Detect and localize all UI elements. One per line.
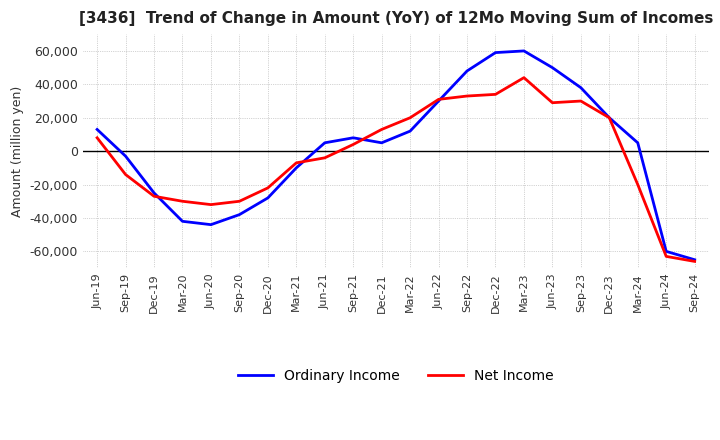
Net Income: [235, 198, 243, 204]
Ordinary Income: [491, 50, 500, 55]
Ordinary Income: [349, 135, 358, 140]
Ordinary Income: [178, 219, 186, 224]
Net Income: [463, 93, 472, 99]
Net Income: [434, 97, 443, 102]
Net Income: [178, 198, 186, 204]
Y-axis label: Amount (million yen): Amount (million yen): [11, 85, 24, 217]
Ordinary Income: [264, 195, 272, 201]
Net Income: [320, 155, 329, 161]
Line: Net Income: Net Income: [97, 77, 695, 261]
Net Income: [577, 99, 585, 104]
Line: Ordinary Income: Ordinary Income: [97, 51, 695, 260]
Net Income: [207, 202, 215, 207]
Ordinary Income: [577, 85, 585, 90]
Ordinary Income: [690, 257, 699, 262]
Ordinary Income: [121, 154, 130, 159]
Net Income: [690, 259, 699, 264]
Ordinary Income: [406, 128, 415, 134]
Ordinary Income: [235, 212, 243, 217]
Net Income: [377, 127, 386, 132]
Ordinary Income: [463, 68, 472, 73]
Net Income: [93, 135, 102, 140]
Net Income: [292, 160, 301, 165]
Net Income: [662, 254, 670, 259]
Ordinary Income: [377, 140, 386, 146]
Ordinary Income: [292, 165, 301, 171]
Ordinary Income: [150, 190, 158, 195]
Net Income: [121, 172, 130, 177]
Ordinary Income: [207, 222, 215, 227]
Ordinary Income: [634, 140, 642, 146]
Ordinary Income: [93, 127, 102, 132]
Net Income: [264, 185, 272, 191]
Ordinary Income: [320, 140, 329, 146]
Ordinary Income: [548, 65, 557, 70]
Net Income: [349, 142, 358, 147]
Net Income: [150, 194, 158, 199]
Net Income: [520, 75, 528, 80]
Net Income: [406, 115, 415, 121]
Net Income: [605, 115, 613, 121]
Ordinary Income: [520, 48, 528, 54]
Title: [3436]  Trend of Change in Amount (YoY) of 12Mo Moving Sum of Incomes: [3436] Trend of Change in Amount (YoY) o…: [78, 11, 713, 26]
Net Income: [634, 182, 642, 187]
Net Income: [548, 100, 557, 105]
Net Income: [491, 92, 500, 97]
Legend: Ordinary Income, Net Income: Ordinary Income, Net Income: [233, 364, 559, 389]
Ordinary Income: [434, 99, 443, 104]
Ordinary Income: [662, 249, 670, 254]
Ordinary Income: [605, 115, 613, 121]
